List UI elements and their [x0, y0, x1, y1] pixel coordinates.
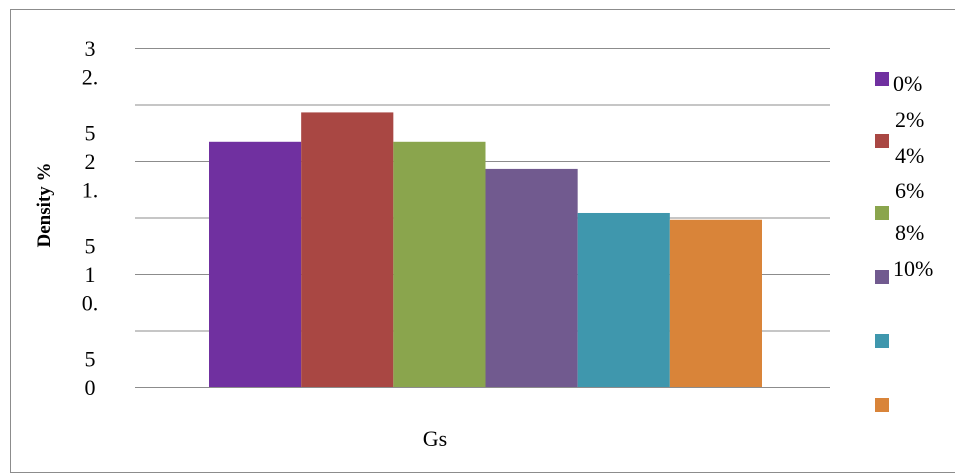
legend-label: 10% [893, 256, 933, 281]
y-tick-label: 3 [85, 36, 96, 61]
bar-4pct [393, 141, 486, 387]
bar-8pct [577, 212, 670, 387]
y-tick-label: 5 [85, 234, 96, 259]
y-axis-ticks: 0 0. 5 1 1. 5 2 2. 5 3 [82, 36, 99, 400]
legend-label: 0% [893, 71, 922, 96]
y-tick-label: 2 [85, 149, 96, 174]
bar-series [209, 112, 762, 387]
y-axis-label: Density % [34, 163, 55, 248]
legend-swatch [875, 206, 889, 220]
y-tick-label: 2. [82, 65, 99, 90]
legend-swatch [875, 134, 889, 148]
legend-swatch [875, 398, 889, 412]
bar-6pct [485, 168, 578, 387]
y-tick-label: 0 [85, 375, 96, 400]
bar-0pct [209, 141, 302, 387]
y-tick-label: 1 [85, 262, 96, 287]
legend-label: 4% [895, 143, 924, 168]
bar-10pct [669, 219, 762, 387]
legend-label: 8% [895, 220, 924, 245]
legend-swatch [875, 270, 889, 284]
y-tick-label: 5 [85, 121, 96, 146]
bar-2pct [301, 112, 394, 387]
legend-swatch [875, 334, 889, 348]
y-tick-label: 0. [82, 291, 99, 316]
y-tick-label: 5 [85, 347, 96, 372]
legend-label: 6% [895, 178, 924, 203]
legend-swatch [875, 72, 889, 86]
y-tick-label: 1. [82, 178, 99, 203]
legend-label: 2% [895, 107, 924, 132]
x-axis-label: Gs [423, 426, 447, 451]
legend: 0% 2% 4% 6% 8% 10% [875, 71, 933, 412]
